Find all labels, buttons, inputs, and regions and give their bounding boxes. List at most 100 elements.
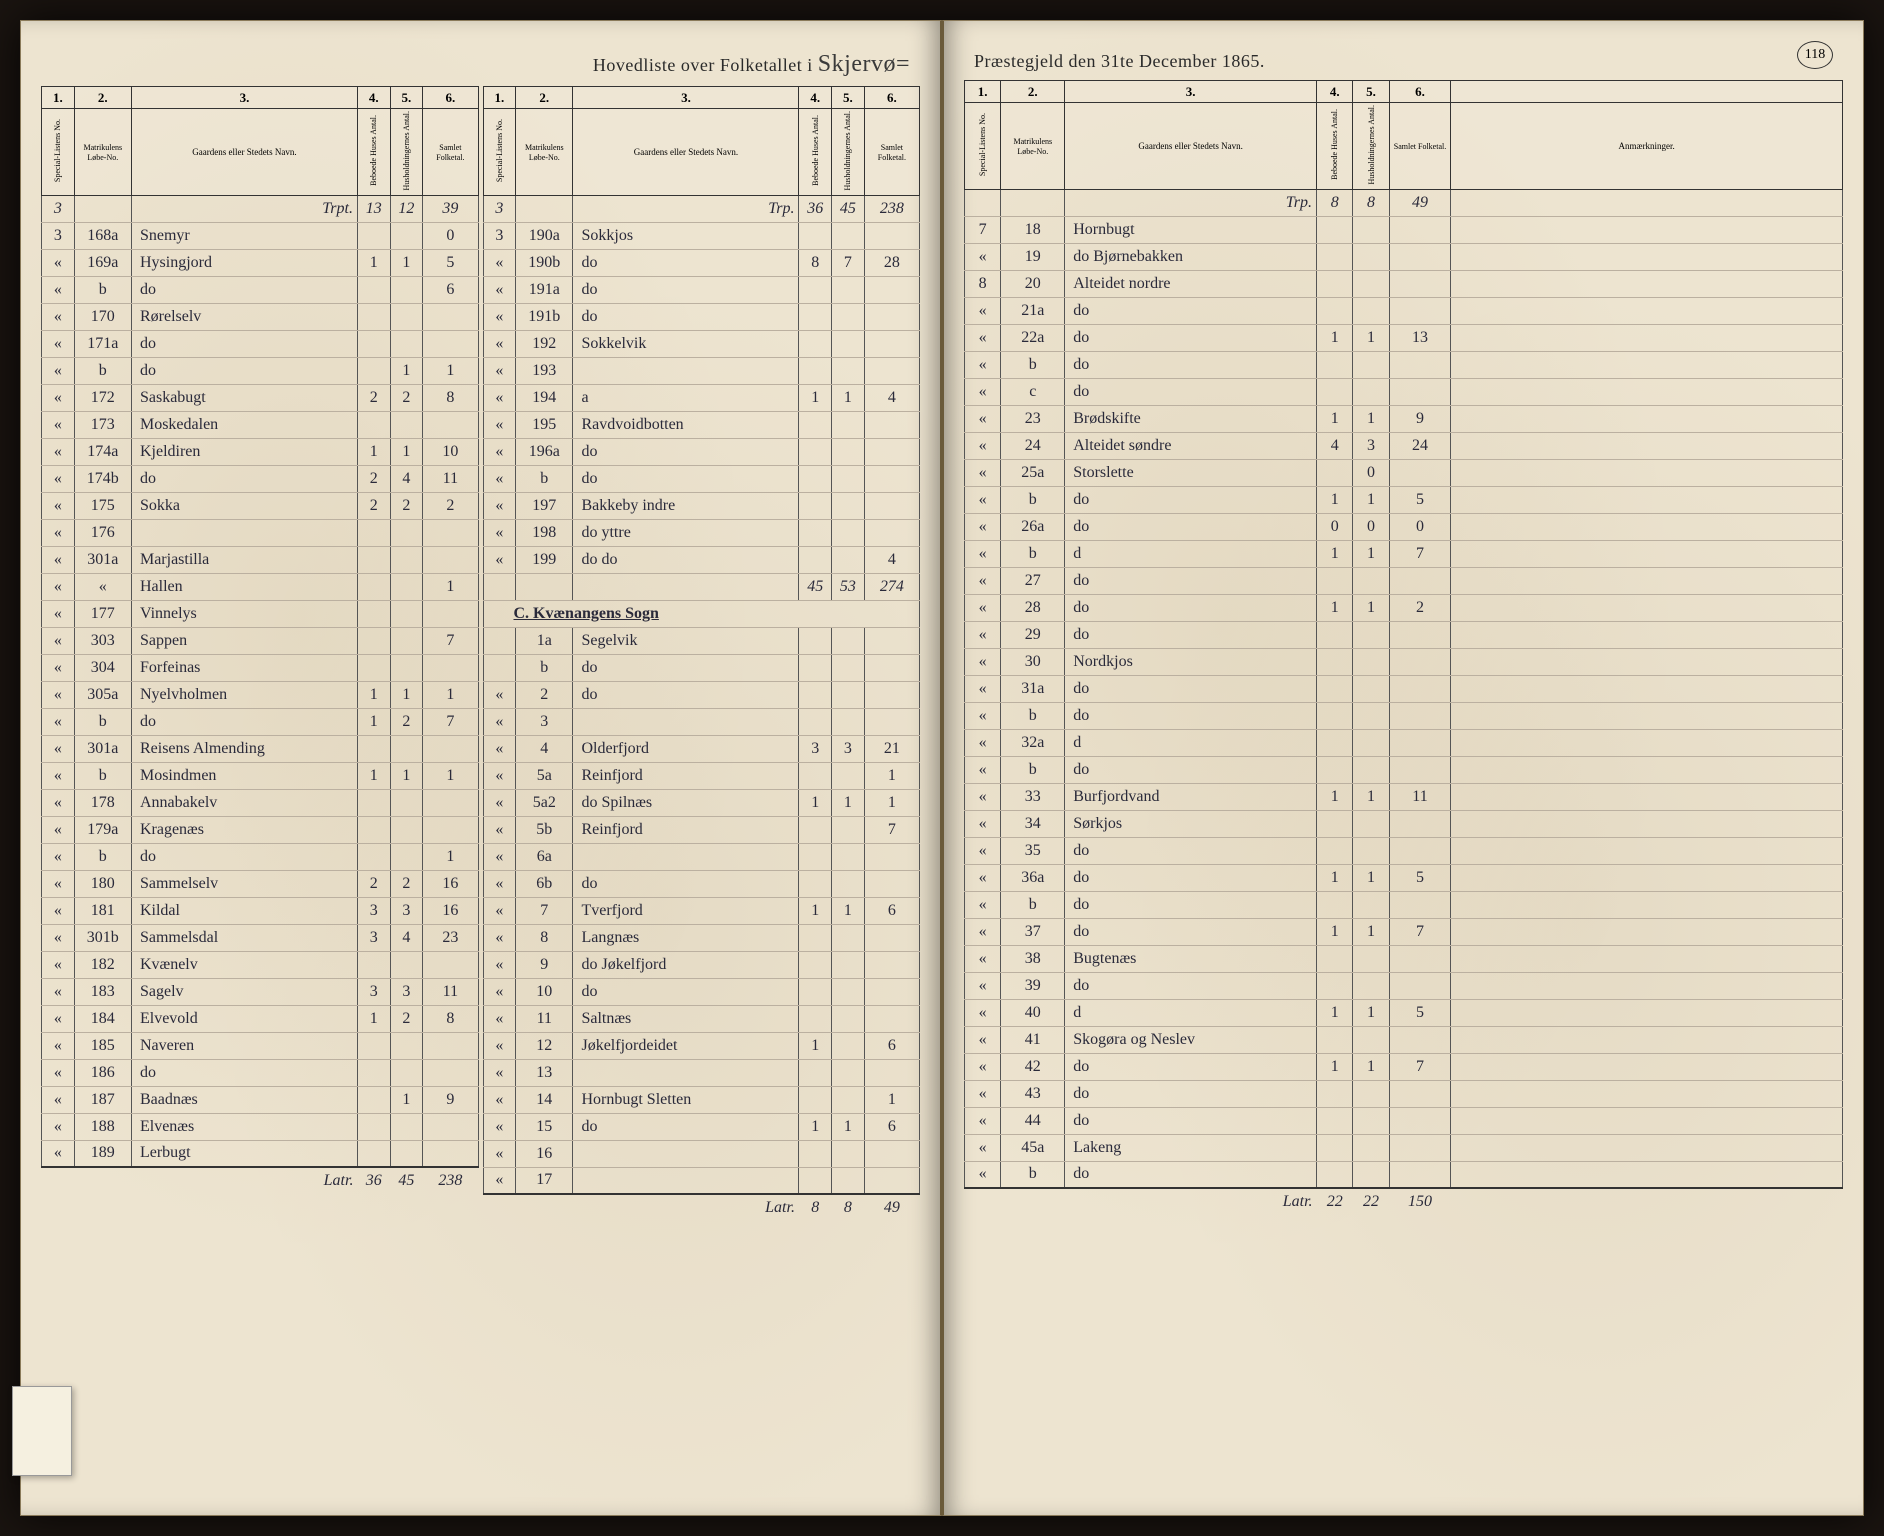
ledger-table-a: 1. 2. 3. 4. 5. 6. Special-Listens No. Ma… <box>41 86 479 1194</box>
cell-c5 <box>1353 837 1389 864</box>
table-row: bdo <box>483 654 920 681</box>
cell-c1: « <box>965 513 1001 540</box>
cell-c3 <box>573 1140 799 1167</box>
cell-c3: do <box>131 330 357 357</box>
cell-c4 <box>799 1167 832 1194</box>
cell-c3: do <box>1065 1161 1317 1188</box>
cell-c6: 1 <box>864 762 919 789</box>
table-row: ««Hallen1 <box>42 573 479 600</box>
table-row: «192Sokkelvik <box>483 330 920 357</box>
cell-c6: 28 <box>864 249 919 276</box>
table-row: «305aNyelvholmen111 <box>42 681 479 708</box>
footer-row: Latr.2222150 <box>965 1188 1843 1215</box>
cell-c1: « <box>965 891 1001 918</box>
cell-c3: do Spilnæs <box>573 789 799 816</box>
cell-c2: 14 <box>516 1086 573 1113</box>
cell-c5 <box>1353 297 1389 324</box>
cell-c2: 9 <box>516 951 573 978</box>
cell-c4: 3 <box>357 924 390 951</box>
cell-c4 <box>1317 297 1353 324</box>
cell-remarks <box>1451 540 1843 567</box>
cell-c6: 10 <box>423 438 478 465</box>
cell-c2: 36a <box>1001 864 1065 891</box>
cell-c1: « <box>965 297 1001 324</box>
cell-c2: 11 <box>516 1005 573 1032</box>
cell-remarks <box>1451 324 1843 351</box>
cell-c1: « <box>42 465 75 492</box>
cell-c2: 189 <box>74 1140 131 1167</box>
cell-c2: 24 <box>1001 432 1065 459</box>
cell-c2: « <box>74 573 131 600</box>
colnum-1: 1. <box>42 87 75 109</box>
cell-c3: do <box>573 681 799 708</box>
cell-c5: 1 <box>1353 486 1389 513</box>
cell-c3: do <box>131 708 357 735</box>
cell-c4: 1 <box>1317 594 1353 621</box>
cell-remarks <box>1451 405 1843 432</box>
cell-c1: « <box>965 810 1001 837</box>
cell-c4: 3 <box>357 978 390 1005</box>
cell-c5 <box>390 411 423 438</box>
cell-c3: Reinfjord <box>573 816 799 843</box>
cell-c2: 170 <box>74 303 131 330</box>
cell-c1: « <box>42 492 75 519</box>
cell-c2: 45a <box>1001 1134 1065 1161</box>
cell-c3: Nyelvholmen <box>131 681 357 708</box>
cell-c4: 1 <box>1317 864 1353 891</box>
cell-c1: « <box>483 1086 516 1113</box>
cell-c1: « <box>42 870 75 897</box>
cell-c3: Elvevold <box>131 1005 357 1032</box>
cell-c6 <box>864 411 919 438</box>
cell-c2: 197 <box>516 492 573 519</box>
cell-c4 <box>1317 567 1353 594</box>
cell-c5 <box>832 465 865 492</box>
cell-c4 <box>357 843 390 870</box>
cell-c2: 18 <box>1001 216 1065 243</box>
cell-c1 <box>483 627 516 654</box>
cell-c1: « <box>42 816 75 843</box>
cell-c1: « <box>965 486 1001 513</box>
table-row: «33Burfjordvand1111 <box>965 783 1843 810</box>
cell-c4 <box>1317 216 1353 243</box>
cell-c3: Saskabugt <box>131 384 357 411</box>
cell-c1: « <box>483 249 516 276</box>
cell-c5: 0 <box>1353 459 1389 486</box>
cell-c5 <box>832 708 865 735</box>
cell-c3: do <box>131 843 357 870</box>
cell-c3: do <box>573 465 799 492</box>
table-row: «bd117 <box>965 540 1843 567</box>
cell-c4 <box>799 357 832 384</box>
cell-c1: « <box>483 978 516 1005</box>
table-row: «5aReinfjord1 <box>483 762 920 789</box>
cell-c3: Snemyr <box>131 222 357 249</box>
cell-c3: Hysingjord <box>131 249 357 276</box>
cell-c3: Alteidet søndre <box>1065 432 1317 459</box>
cell-c1: « <box>42 681 75 708</box>
table-row: «184Elvevold128 <box>42 1005 479 1032</box>
cell-c3: Olderfjord <box>573 735 799 762</box>
cell-c4 <box>799 654 832 681</box>
cell-c1: « <box>42 1086 75 1113</box>
cell-c1: 8 <box>965 270 1001 297</box>
cell-c1: « <box>965 594 1001 621</box>
cell-c4: 3 <box>799 735 832 762</box>
cell-c6 <box>1389 837 1451 864</box>
cell-c3 <box>573 1059 799 1086</box>
header-left: Hovedliste over Folketallet i Skjervø= <box>41 51 920 78</box>
cell-c6: 8 <box>423 384 478 411</box>
cell-c1: « <box>483 465 516 492</box>
cell-c6 <box>1389 756 1451 783</box>
cell-c2: 169a <box>74 249 131 276</box>
cell-remarks <box>1451 648 1843 675</box>
cell-c5: 2 <box>390 492 423 519</box>
cell-c4 <box>357 519 390 546</box>
cell-c3: do <box>1065 1053 1317 1080</box>
cell-c5 <box>832 924 865 951</box>
cell-c4: 1 <box>357 1005 390 1032</box>
cell-c1: « <box>483 276 516 303</box>
cell-c4: 0 <box>1317 513 1353 540</box>
cell-c6 <box>864 465 919 492</box>
cell-c6: 23 <box>423 924 478 951</box>
cell-c6 <box>864 1059 919 1086</box>
cell-c2: 192 <box>516 330 573 357</box>
